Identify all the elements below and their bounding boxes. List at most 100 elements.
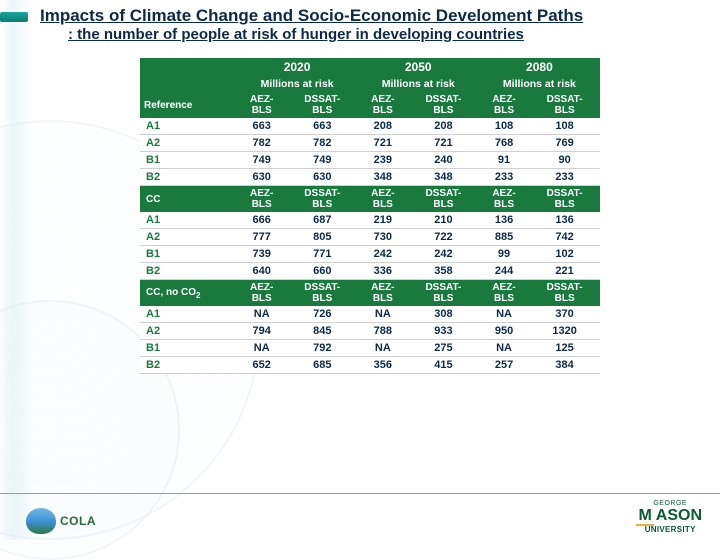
sub-header-row: Millions at riskMillions at riskMillions… bbox=[140, 76, 600, 92]
data-cell: 308 bbox=[408, 306, 479, 323]
data-cell: 950 bbox=[479, 323, 529, 340]
data-cell: 219 bbox=[358, 212, 408, 229]
scenario-label: B1 bbox=[140, 246, 236, 263]
data-cell: 108 bbox=[479, 118, 529, 135]
data-cell: 91 bbox=[479, 152, 529, 169]
data-cell: 652 bbox=[236, 357, 286, 374]
reference-header-row: ReferenceAEZ-BLSDSSAT-BLSAEZ-BLSDSSAT-BL… bbox=[140, 92, 600, 118]
data-cell: 99 bbox=[479, 246, 529, 263]
scenario-label: B1 bbox=[140, 152, 236, 169]
globe-icon bbox=[26, 508, 56, 534]
data-cell: 685 bbox=[287, 357, 358, 374]
data-cell: 233 bbox=[529, 169, 600, 186]
data-cell: 356 bbox=[358, 357, 408, 374]
scenario-label: A2 bbox=[140, 323, 236, 340]
table-row: A1663663208208108108 bbox=[140, 118, 600, 135]
data-cell: 630 bbox=[236, 169, 286, 186]
data-cell: 348 bbox=[358, 169, 408, 186]
data-cell: 1320 bbox=[529, 323, 600, 340]
data-cell: 739 bbox=[236, 246, 286, 263]
data-cell: 348 bbox=[408, 169, 479, 186]
data-cell: 933 bbox=[408, 323, 479, 340]
cola-logo-text: COLA bbox=[60, 514, 96, 528]
data-cell: 90 bbox=[529, 152, 600, 169]
data-cell: 663 bbox=[236, 118, 286, 135]
hunger-risk-table: 202020502080Millions at riskMillions at … bbox=[140, 58, 600, 374]
data-cell: 722 bbox=[408, 229, 479, 246]
table-row: B1NA792NA275NA125 bbox=[140, 340, 600, 357]
data-cell: 660 bbox=[287, 263, 358, 280]
data-cell: 415 bbox=[408, 357, 479, 374]
data-cell: 666 bbox=[236, 212, 286, 229]
data-cell: 687 bbox=[287, 212, 358, 229]
table-row: A1666687219210136136 bbox=[140, 212, 600, 229]
data-cell: 275 bbox=[408, 340, 479, 357]
data-cell: 221 bbox=[529, 263, 600, 280]
mason-line1: GEORGE bbox=[636, 500, 704, 507]
table-row: A1NA726NA308NA370 bbox=[140, 306, 600, 323]
table-row: B2640660336358244221 bbox=[140, 263, 600, 280]
data-cell: 125 bbox=[529, 340, 600, 357]
data-cell: 244 bbox=[479, 263, 529, 280]
data-cell: 777 bbox=[236, 229, 286, 246]
scenario-label: A2 bbox=[140, 135, 236, 152]
scenario-label: B1 bbox=[140, 340, 236, 357]
mason-logo: GEORGE MASON UNIVERSITY bbox=[636, 500, 704, 534]
table-row: A2777805730722885742 bbox=[140, 229, 600, 246]
mason-name: ASON bbox=[654, 507, 704, 524]
data-cell: 208 bbox=[408, 118, 479, 135]
data-cell: 769 bbox=[529, 135, 600, 152]
data-cell: 630 bbox=[287, 169, 358, 186]
data-cell: NA bbox=[479, 340, 529, 357]
data-cell: NA bbox=[236, 340, 286, 357]
scenario-label: A1 bbox=[140, 212, 236, 229]
section-label: Reference bbox=[140, 92, 236, 118]
scenario-label: A1 bbox=[140, 118, 236, 135]
data-cell: 136 bbox=[479, 212, 529, 229]
data-cell: 370 bbox=[529, 306, 600, 323]
data-cell: 845 bbox=[287, 323, 358, 340]
data-cell: NA bbox=[358, 306, 408, 323]
data-cell: 794 bbox=[236, 323, 286, 340]
data-cell: 358 bbox=[408, 263, 479, 280]
data-cell: 233 bbox=[479, 169, 529, 186]
mason-mark: M bbox=[636, 507, 653, 526]
table-row: B2630630348348233233 bbox=[140, 169, 600, 186]
section-header-row: CCAEZ-BLSDSSAT-BLSAEZ-BLSDSSAT-BLSAEZ-BL… bbox=[140, 186, 600, 213]
data-cell: NA bbox=[479, 306, 529, 323]
table-row: B17497492392409190 bbox=[140, 152, 600, 169]
section-label: CC, no CO2 bbox=[140, 280, 236, 307]
data-cell: 749 bbox=[236, 152, 286, 169]
data-cell: 768 bbox=[479, 135, 529, 152]
data-cell: 730 bbox=[358, 229, 408, 246]
data-cell: 242 bbox=[358, 246, 408, 263]
data-cell: 242 bbox=[408, 246, 479, 263]
slide-title: Impacts of Climate Change and Socio-Econ… bbox=[40, 6, 700, 43]
cola-logo: COLA bbox=[26, 508, 96, 534]
data-cell: 726 bbox=[287, 306, 358, 323]
data-cell: 663 bbox=[287, 118, 358, 135]
table-row: A2782782721721768769 bbox=[140, 135, 600, 152]
table-row: B173977124224299102 bbox=[140, 246, 600, 263]
data-cell: 239 bbox=[358, 152, 408, 169]
data-cell: 788 bbox=[358, 323, 408, 340]
side-gradient-bar bbox=[0, 0, 32, 540]
data-table-container: 202020502080Millions at riskMillions at … bbox=[140, 58, 600, 374]
data-cell: 721 bbox=[408, 135, 479, 152]
data-cell: 240 bbox=[408, 152, 479, 169]
data-cell: 384 bbox=[529, 357, 600, 374]
title-line-1: Impacts of Climate Change and Socio-Econ… bbox=[40, 6, 700, 26]
side-accent bbox=[0, 12, 28, 22]
scenario-label: B2 bbox=[140, 169, 236, 186]
data-cell: 721 bbox=[358, 135, 408, 152]
section-label: CC bbox=[140, 186, 236, 213]
data-cell: 136 bbox=[529, 212, 600, 229]
table-row: B2652685356415257384 bbox=[140, 357, 600, 374]
section-header-row: CC, no CO2AEZ-BLSDSSAT-BLSAEZ-BLSDSSAT-B… bbox=[140, 280, 600, 307]
data-cell: 102 bbox=[529, 246, 600, 263]
footer-divider bbox=[0, 493, 720, 494]
data-cell: NA bbox=[236, 306, 286, 323]
data-cell: 640 bbox=[236, 263, 286, 280]
year-header-row: 202020502080 bbox=[140, 58, 600, 76]
scenario-label: A2 bbox=[140, 229, 236, 246]
